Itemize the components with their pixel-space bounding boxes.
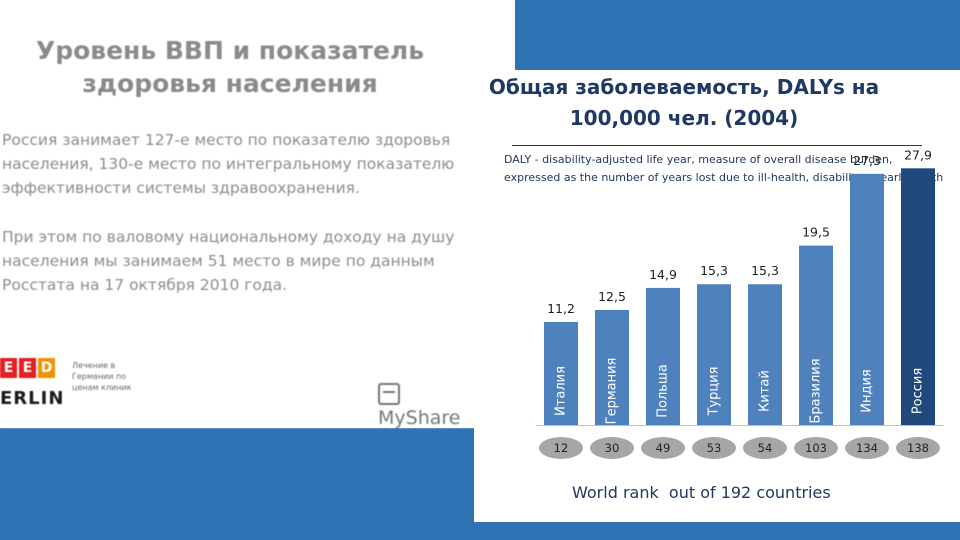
logo-letter-2: E bbox=[19, 358, 36, 378]
chart-title: Общая заболеваемость, DALYs на 100,000 ч… bbox=[488, 75, 880, 130]
value-label-3: 14,9 bbox=[649, 267, 677, 282]
value-label-2: 12,5 bbox=[598, 289, 626, 304]
logo-letter-boxes: E E D bbox=[0, 358, 55, 378]
rank-pill-6 bbox=[794, 437, 838, 459]
rank-label-3: 49 bbox=[656, 441, 671, 455]
rank-pill-3 bbox=[641, 437, 685, 459]
rank-pill-5 bbox=[743, 437, 787, 459]
value-label-5: 15,3 bbox=[751, 263, 779, 278]
logo-letter-1: E bbox=[0, 358, 17, 378]
value-label-1: 11,2 bbox=[547, 301, 575, 316]
left-slide-panel: Уровень ВВП и показатель здоровья населе… bbox=[0, 0, 475, 429]
watermark-text: MyShare bbox=[378, 407, 461, 429]
value-label-8: 27,9 bbox=[904, 147, 932, 162]
rank-label-8: 138 bbox=[907, 441, 929, 455]
category-label-6: Бразилия bbox=[809, 358, 824, 423]
bar-7 bbox=[850, 173, 884, 425]
value-label-7: 27,3 bbox=[853, 153, 881, 168]
category-label-7: Индия bbox=[860, 369, 875, 412]
left-paragraph-ranking: Россия занимает 127-е место по показател… bbox=[2, 131, 455, 197]
rank-label-5: 54 bbox=[758, 441, 773, 455]
rank-label-2: 30 bbox=[605, 441, 620, 455]
rank-label-6: 103 bbox=[805, 441, 827, 455]
med-berlin-logo: E E D ERLIN Лечение в Германии по ценам … bbox=[0, 358, 150, 418]
category-label-1: Италия bbox=[554, 366, 569, 416]
category-label-4: Турция bbox=[707, 366, 722, 416]
rank-label-1: 12 bbox=[554, 441, 569, 455]
category-label-5: Китай bbox=[758, 370, 773, 412]
bar-8 bbox=[901, 168, 935, 425]
logo-tagline: Лечение в Германии по ценам клиник bbox=[72, 361, 132, 392]
bar-6 bbox=[799, 245, 833, 425]
logo-word: ERLIN bbox=[0, 388, 65, 409]
rank-pill-4 bbox=[692, 437, 736, 459]
rank-label-7: 134 bbox=[856, 441, 878, 455]
presentation-icon bbox=[378, 383, 400, 405]
left-slide-title: Уровень ВВП и показатель здоровья населе… bbox=[35, 36, 425, 98]
rank-label-4: 53 bbox=[707, 441, 722, 455]
rank-pill-2 bbox=[590, 437, 634, 459]
value-label-4: 15,3 bbox=[700, 263, 728, 278]
rank-pill-8 bbox=[896, 437, 940, 459]
bar-chart: 11,2 Италия 12 12,5 Германия 30 14,9 Польша 49 15… bbox=[536, 147, 943, 459]
world-rank-caption: World rank out of 192 countries bbox=[572, 483, 831, 502]
bar-1 bbox=[544, 321, 578, 425]
left-paragraph-income: При этом по валовому национальному доход… bbox=[2, 228, 455, 294]
category-label-3: Польша bbox=[656, 364, 671, 418]
bar-3 bbox=[646, 287, 680, 425]
chart-card: Общая заболеваемость, DALYs на 100,000 ч… bbox=[474, 70, 960, 522]
bar-4 bbox=[697, 284, 731, 425]
category-label-2: Германия bbox=[605, 358, 620, 425]
bar-5 bbox=[748, 284, 782, 425]
top-accent-band bbox=[515, 0, 960, 70]
myshared-watermark: MyShare bbox=[378, 383, 475, 429]
rank-pill-7 bbox=[845, 437, 889, 459]
logo-letter-3: D bbox=[38, 358, 55, 378]
rank-pill-1 bbox=[539, 437, 583, 459]
daly-footnote: DALY - disability-adjusted life year, me… bbox=[504, 153, 944, 184]
value-label-6: 19,5 bbox=[802, 225, 830, 240]
category-label-8: Россия bbox=[911, 368, 926, 414]
bar-2 bbox=[595, 310, 629, 425]
title-underline bbox=[512, 145, 922, 146]
